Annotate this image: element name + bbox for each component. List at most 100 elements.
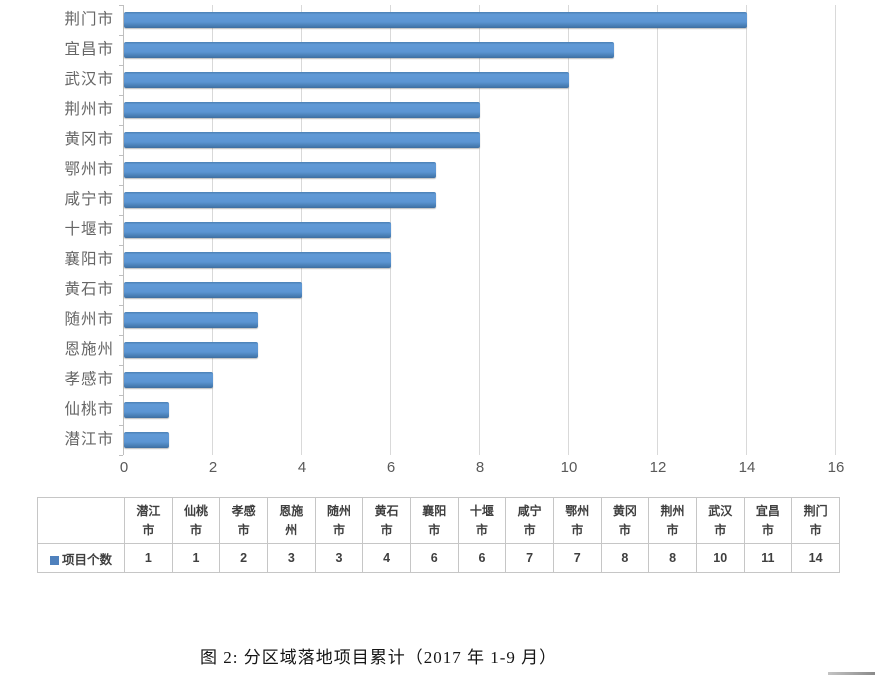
axis-tick xyxy=(119,155,123,156)
table-header-cell: 黄冈 市 xyxy=(600,497,650,544)
category-label: 十堰市 xyxy=(64,221,114,238)
category-label: 恩施州 xyxy=(64,341,114,358)
category-label: 咸宁市 xyxy=(64,191,114,208)
table-value-cell: 2 xyxy=(219,543,268,573)
grid-line xyxy=(835,5,836,455)
table-header-cell: 随州 市 xyxy=(314,497,364,544)
axis-tick xyxy=(119,305,123,306)
bar xyxy=(124,12,747,28)
table-value-cell: 10 xyxy=(695,543,745,573)
table-value-cell: 1 xyxy=(124,543,173,573)
axis-tick xyxy=(119,395,123,396)
category-label: 襄阳市 xyxy=(64,251,114,268)
legend-marker-icon xyxy=(49,555,59,565)
x-tick-label: 8 xyxy=(475,459,485,476)
grid-line xyxy=(746,5,747,455)
axis-tick xyxy=(119,35,123,36)
table-value-cell: 1 xyxy=(171,543,221,573)
table-header-cell: 孝感 市 xyxy=(219,497,268,544)
x-tick-label: 10 xyxy=(560,459,578,476)
axis-tick xyxy=(119,185,123,186)
axis-tick xyxy=(119,65,123,66)
category-label: 荆州市 xyxy=(64,101,114,118)
plot-area xyxy=(119,5,836,456)
table-header-cell: 黄石 市 xyxy=(362,497,411,544)
bar xyxy=(124,72,569,88)
table-header-cell: 鄂州 市 xyxy=(552,497,602,544)
bar xyxy=(124,132,480,148)
axis-tick xyxy=(119,275,123,276)
table-header-cell: 咸宁 市 xyxy=(505,497,554,544)
axis-tick xyxy=(119,5,123,6)
table-value-cell: 3 xyxy=(266,543,316,573)
axis-tick xyxy=(119,215,123,216)
table-value-cell: 6 xyxy=(409,543,459,573)
x-tick-label: 14 xyxy=(738,459,756,476)
x-tick-label: 0 xyxy=(119,459,129,476)
table-value-row: 项目个数 1 1 2 3 3 4 6 6 7 7 8 8 10 11 14 xyxy=(37,543,840,573)
category-label: 随州市 xyxy=(64,311,114,328)
category-label: 黄冈市 xyxy=(64,131,114,148)
table-value-cell: 7 xyxy=(552,543,602,573)
table-header-cell: 十堰 市 xyxy=(457,497,507,544)
grid-line xyxy=(568,5,569,455)
table-value-cell: 6 xyxy=(457,543,507,573)
category-label: 宜昌市 xyxy=(64,41,114,58)
table-header-cell: 武汉 市 xyxy=(695,497,745,544)
x-tick-label: 16 xyxy=(827,459,845,476)
table-header-cell: 仙桃 市 xyxy=(171,497,221,544)
table-header-cell: 荆门 市 xyxy=(791,497,840,544)
axis-tick xyxy=(119,245,123,246)
table-header-row: 潜江 市仙桃 市孝感 市恩施 州随州 市黄石 市襄阳 市十堰 市咸宁 市鄂州 市… xyxy=(37,497,840,544)
table-value-cell: 4 xyxy=(362,543,411,573)
bar xyxy=(124,162,436,178)
table-header-cell: 襄阳 市 xyxy=(409,497,459,544)
table-value-cell: 14 xyxy=(791,543,840,573)
axis-tick xyxy=(119,95,123,96)
category-label: 黄石市 xyxy=(64,281,114,298)
table-header-cell: 恩施 州 xyxy=(266,497,316,544)
category-label: 武汉市 xyxy=(64,71,114,88)
axis-tick xyxy=(119,335,123,336)
y-axis-line xyxy=(123,5,124,455)
x-tick-label: 4 xyxy=(297,459,307,476)
table-value-cell: 7 xyxy=(505,543,554,573)
bar xyxy=(124,402,169,418)
bar xyxy=(124,222,391,238)
category-label: 鄂州市 xyxy=(64,161,114,178)
axis-tick xyxy=(119,425,123,426)
category-label: 荆门市 xyxy=(64,11,114,28)
table-header-cell: 荆州 市 xyxy=(648,497,697,544)
bar xyxy=(124,342,258,358)
table-row-label-cell: 项目个数 xyxy=(37,543,125,573)
table-value-cell: 8 xyxy=(600,543,650,573)
axis-tick xyxy=(119,365,123,366)
data-table: 潜江 市仙桃 市孝感 市恩施 州随州 市黄石 市襄阳 市十堰 市咸宁 市鄂州 市… xyxy=(37,497,840,573)
bar xyxy=(124,432,169,448)
figure-caption: 图 2: 分区域落地项目累计（2017 年 1-9 月） xyxy=(200,648,558,667)
x-tick-label: 12 xyxy=(649,459,667,476)
axis-tick xyxy=(119,455,123,456)
x-tick-label: 2 xyxy=(208,459,218,476)
bar xyxy=(124,372,213,388)
bar xyxy=(124,42,614,58)
page-edge-fragment xyxy=(828,672,875,675)
table-value-cell: 3 xyxy=(314,543,364,573)
table-value-cell: 11 xyxy=(743,543,793,573)
category-label: 潜江市 xyxy=(64,431,114,448)
grid-line xyxy=(479,5,480,455)
bar xyxy=(124,282,302,298)
category-label: 孝感市 xyxy=(64,371,114,388)
bar xyxy=(124,252,391,268)
bar xyxy=(124,192,436,208)
category-label: 仙桃市 xyxy=(64,401,114,418)
bar xyxy=(124,102,480,118)
grid-line xyxy=(657,5,658,455)
table-value-cell: 8 xyxy=(648,543,697,573)
series-name-label: 项目个数 xyxy=(61,552,112,567)
bar xyxy=(124,312,258,328)
table-corner-cell xyxy=(37,497,125,544)
axis-tick xyxy=(119,125,123,126)
table-header-cell: 潜江 市 xyxy=(124,497,173,544)
